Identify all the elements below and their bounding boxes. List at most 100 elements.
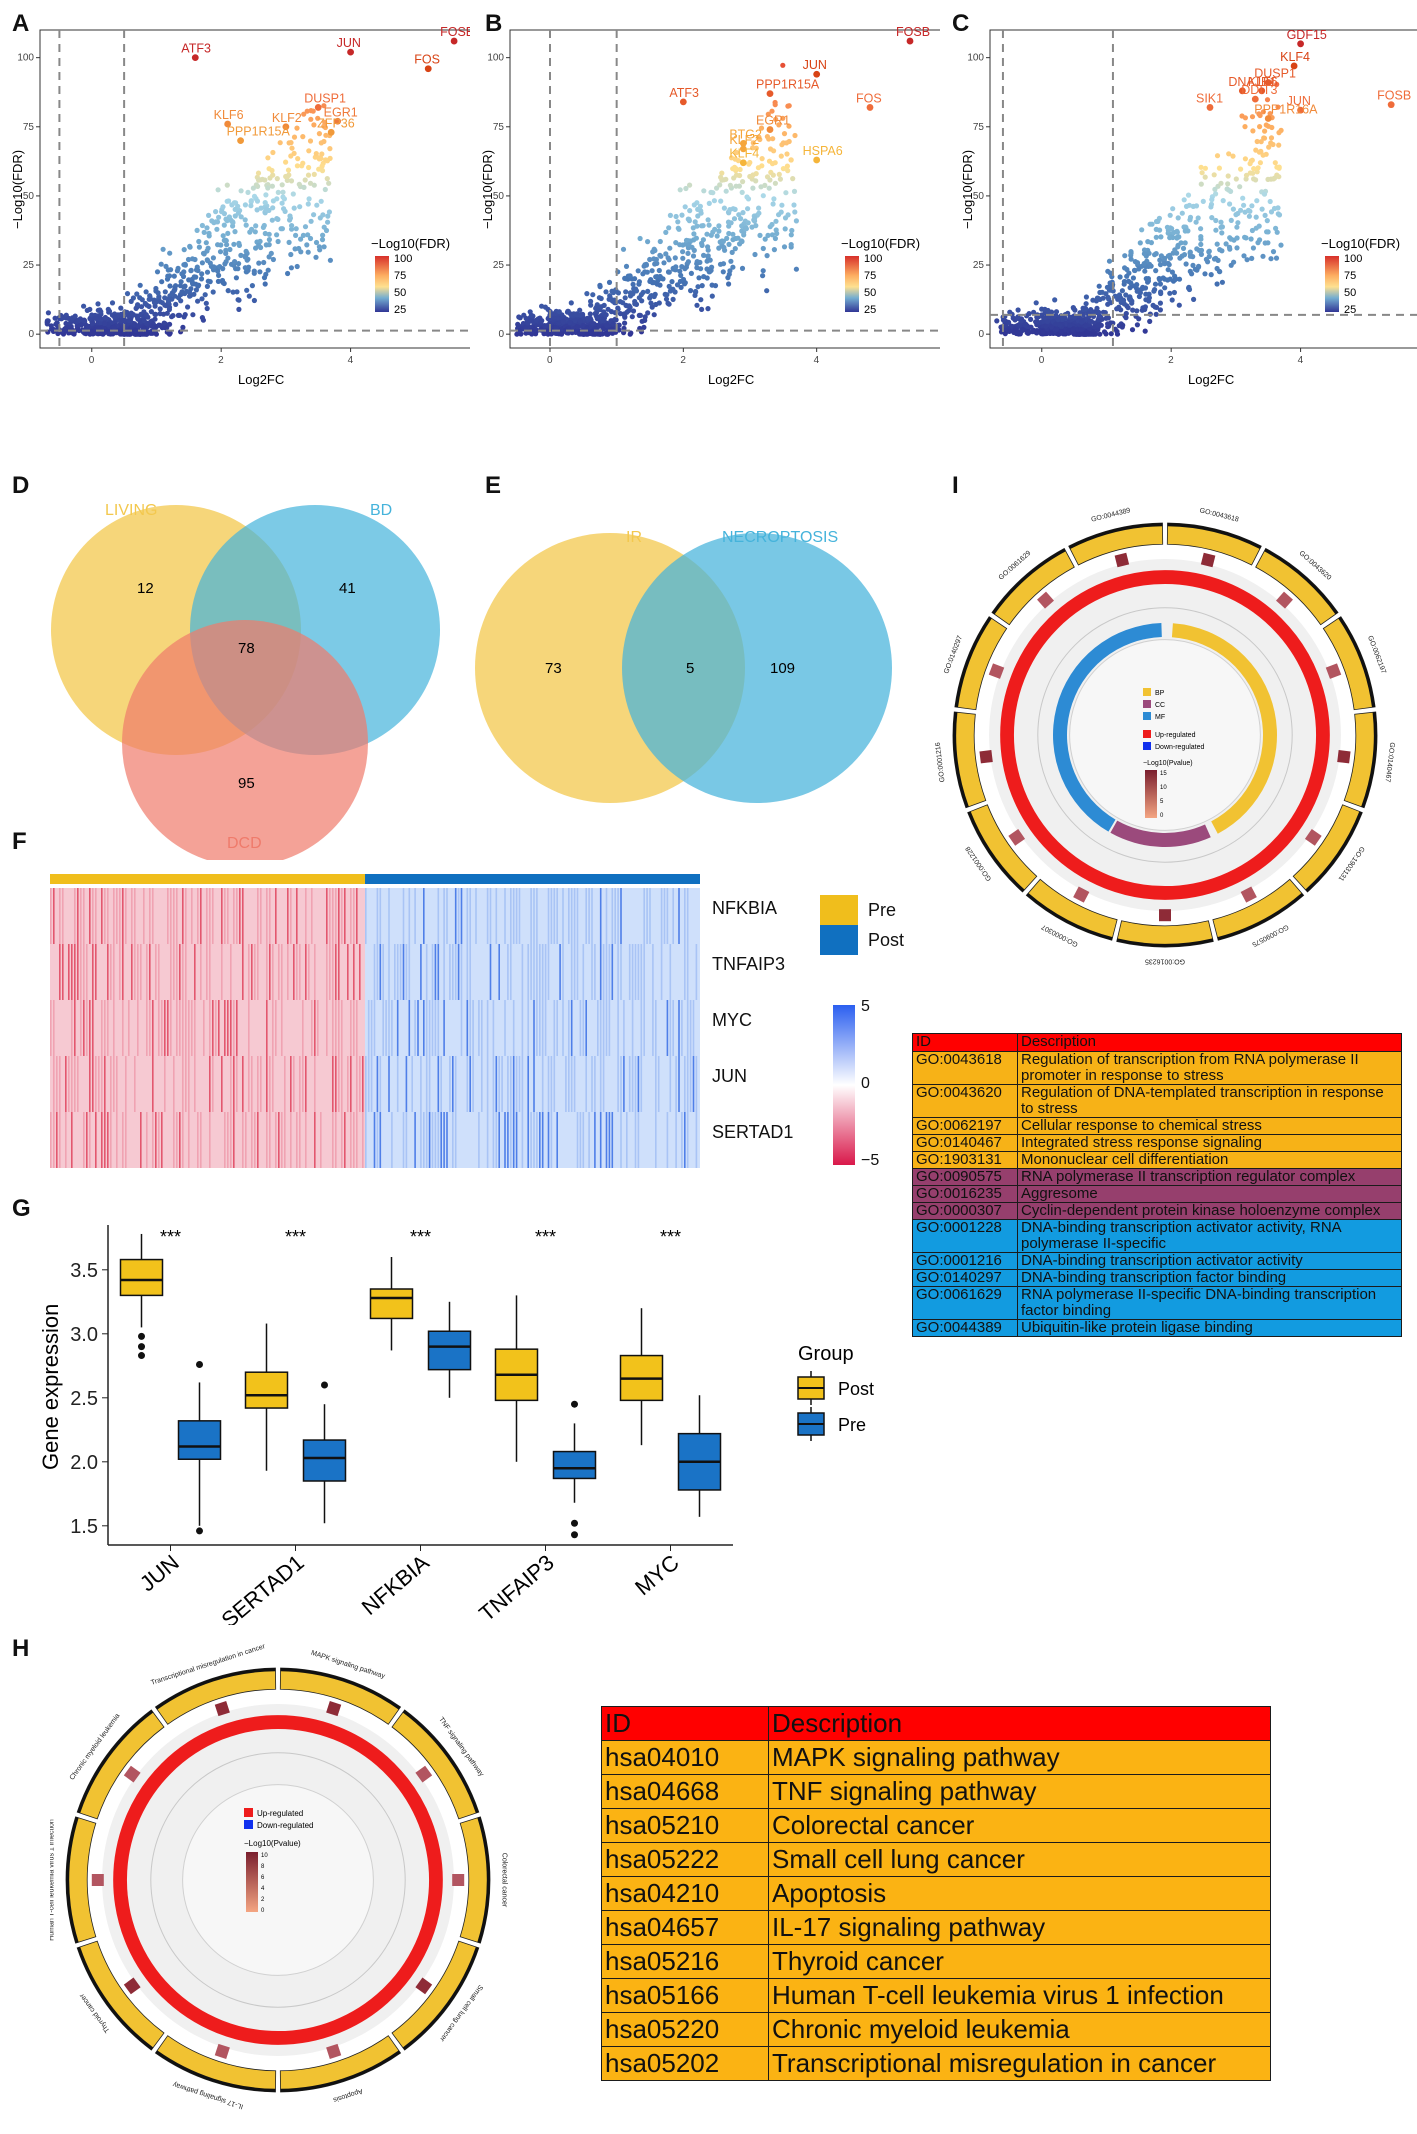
- gene-point-jun: [1297, 106, 1304, 114]
- heatmap-cell: [161, 1000, 163, 1056]
- volcano-point: [675, 219, 681, 225]
- volcano-point: [604, 322, 610, 328]
- volcano-point: [1093, 298, 1099, 304]
- gene-point-atf3: [191, 54, 199, 62]
- volcano-point: [1116, 304, 1122, 310]
- gene-point-klf2: [282, 123, 290, 131]
- heatmap-cell: [341, 1000, 343, 1056]
- volcano-point: [327, 155, 333, 161]
- go-row-description: Regulation of transcription from RNA pol…: [1017, 1051, 1402, 1085]
- heatmap-cell: [541, 944, 544, 1000]
- volcano-point: [72, 313, 78, 319]
- panel-label-d: D: [12, 472, 30, 499]
- volcano-point: [623, 263, 630, 269]
- volcano-point: [756, 210, 762, 216]
- volcano-point: [181, 284, 187, 290]
- y-axis-label: −Log10(FDR): [480, 150, 495, 229]
- heatmap-cell: [146, 944, 148, 1000]
- gene-label-btg2: BTG2: [729, 127, 762, 141]
- volcano-point: [287, 213, 293, 219]
- heatmap-cell: [594, 1112, 596, 1168]
- circos-sector-outline: [953, 711, 969, 808]
- heatmap-gene-nfkbia: NFKBIA: [712, 898, 778, 918]
- volcano-point: [1028, 316, 1034, 322]
- go-table-header: ID Description: [912, 1033, 1402, 1052]
- heatmap-cell: [50, 1000, 52, 1056]
- y-tick-label: 0: [978, 329, 984, 340]
- heatmap-cell: [251, 1112, 253, 1168]
- volcano-point: [326, 209, 332, 215]
- panel-label-h: H: [12, 1635, 30, 1662]
- volcano-point: [694, 223, 700, 229]
- volcano-point: [1219, 230, 1225, 236]
- volcano-point: [323, 227, 330, 234]
- volcano-point: [245, 189, 251, 195]
- y-tick-label: 50: [493, 191, 505, 202]
- volcano-point: [112, 314, 118, 320]
- volcano-point: [1169, 269, 1175, 275]
- gene-point-fosb: [1387, 101, 1395, 109]
- heatmap-cell: [200, 944, 202, 1000]
- volcano-point: [1166, 262, 1172, 268]
- volcano-point: [1274, 81, 1280, 87]
- kegg-row-description: Human T-cell leukemia virus 1 infection: [768, 1978, 1271, 2013]
- volcano-point: [316, 244, 322, 250]
- venn-d-dcd-circle: [122, 620, 368, 860]
- heatmap-cell: [405, 944, 408, 1000]
- volcano-point: [1272, 160, 1278, 166]
- volcano-point: [720, 269, 726, 275]
- heatmap-cell: [428, 1056, 431, 1112]
- volcano-point: [1225, 181, 1231, 187]
- boxplot-legend-label-pre: Pre: [838, 1415, 866, 1435]
- heatmap-cell: [134, 888, 136, 944]
- volcano-point: [161, 320, 167, 326]
- fdr-legend-tick: 100: [864, 253, 882, 265]
- gene-label-fosb: FOSB: [440, 25, 470, 39]
- volcano-point: [260, 224, 266, 230]
- heatmap-cell: [686, 1112, 689, 1168]
- circos-legend-category: MF: [1155, 714, 1165, 721]
- heatmap-cell: [599, 944, 602, 1000]
- volcano-point: [95, 330, 101, 336]
- volcano-point: [590, 292, 596, 298]
- volcano-point: [994, 318, 1000, 324]
- volcano-point: [301, 184, 307, 190]
- volcano-point: [223, 250, 229, 256]
- go-row-id: GO:0044389: [912, 1319, 1018, 1337]
- heatmap-cell: [275, 1000, 277, 1056]
- heatmap-cell: [356, 1000, 358, 1056]
- volcano-point: [1067, 314, 1073, 320]
- circos-sector-outline: [991, 548, 1066, 615]
- gene-label-fosb: FOSB: [1377, 89, 1411, 103]
- heatmap-cell: [125, 1112, 127, 1168]
- volcano-point: [728, 258, 734, 264]
- volcano-point: [739, 238, 745, 244]
- circos-sector-outline: [65, 1816, 79, 1944]
- volcano-point: [1157, 257, 1163, 263]
- volcano-point: [159, 300, 165, 306]
- heatmap-cell: [116, 1056, 118, 1112]
- volcano-point: [1257, 124, 1263, 130]
- volcano-point: [1105, 294, 1111, 300]
- heatmap-cell: [335, 888, 337, 944]
- gene-point-ppp1r15a: [237, 137, 244, 145]
- heatmap-cell: [158, 944, 160, 1000]
- gene-point-ppp1r16a: [1264, 115, 1272, 122]
- heatmap-cell: [77, 888, 79, 944]
- volcano-point: [277, 140, 283, 146]
- volcano-point: [1015, 307, 1021, 313]
- volcano-point: [1097, 331, 1103, 337]
- circos-pvalue-bar: [246, 1852, 258, 1912]
- volcano-point: [688, 270, 694, 276]
- heatmap-cell: [678, 1000, 680, 1056]
- circos-pvalue-tick: 2: [261, 1897, 265, 1903]
- volcano-point: [193, 287, 199, 293]
- volcano-point: [572, 317, 578, 324]
- circos-category-arc: [1053, 623, 1162, 832]
- fdr-color-bar: [375, 256, 389, 312]
- volcano-point: [665, 300, 671, 306]
- volcano-point: [235, 210, 241, 216]
- volcano-point: [698, 266, 704, 272]
- volcano-point: [784, 151, 790, 157]
- volcano-point: [637, 235, 643, 242]
